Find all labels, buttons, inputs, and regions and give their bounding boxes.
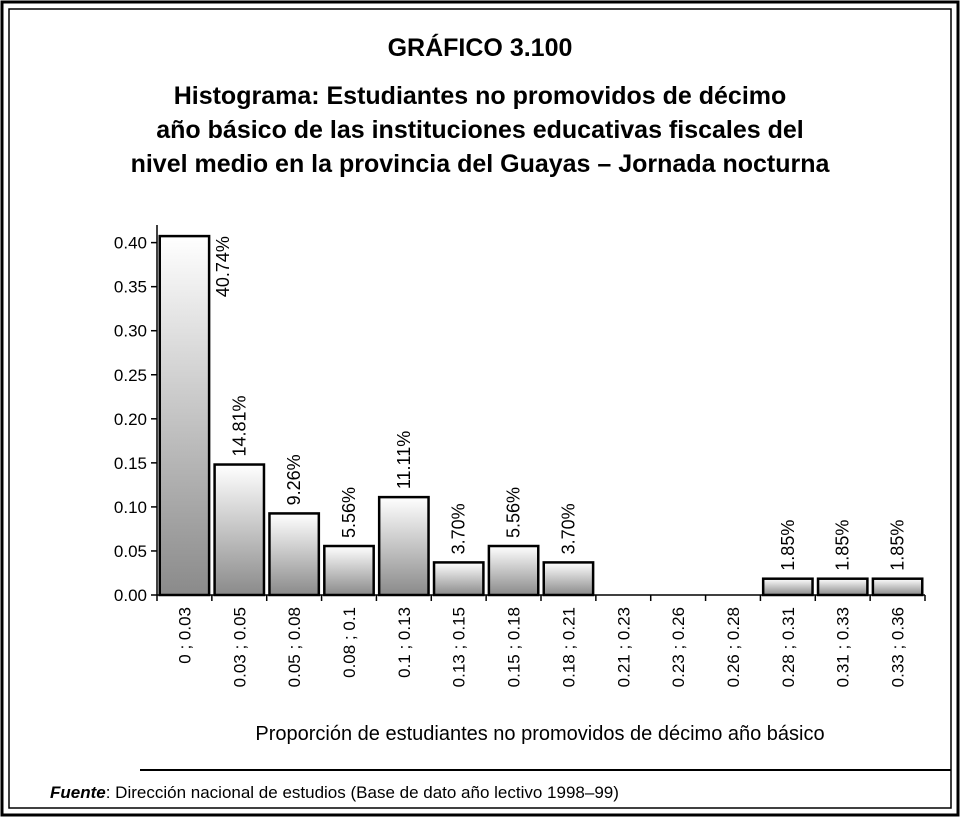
- x-tick-label: 0.08 ; 0.1: [340, 607, 359, 678]
- y-tick-label: 0.30: [114, 322, 147, 341]
- value-label: 5.56%: [339, 487, 359, 538]
- x-tick-label: 0.31 ; 0.33: [834, 607, 853, 687]
- bar: [542, 561, 595, 597]
- x-tick-label: 0.21 ; 0.23: [614, 607, 633, 687]
- x-tick-label: 0.13 ; 0.15: [450, 607, 469, 687]
- bar: [323, 544, 375, 597]
- bar: [871, 577, 924, 597]
- subtitle: nivel medio en la provincia del Guayas –…: [131, 150, 831, 178]
- x-tick-label: 0.23 ; 0.26: [669, 607, 688, 687]
- value-label: 1.85%: [888, 520, 908, 571]
- bar: [816, 577, 869, 597]
- bar: [377, 495, 430, 597]
- x-tick-label: 0.28 ; 0.31: [779, 607, 798, 687]
- source-text: : Dirección nacional de estudios (Base d…: [106, 783, 619, 802]
- y-tick-label: 0.10: [114, 498, 147, 517]
- bar: [268, 512, 321, 597]
- x-tick-label: 0.15 ; 0.18: [505, 607, 524, 687]
- value-label: 11.11%: [394, 431, 414, 489]
- value-label: 40.74%: [213, 236, 233, 297]
- subtitle: año básico de las instituciones educativ…: [156, 116, 803, 144]
- bar: [761, 577, 814, 597]
- y-tick-label: 0.15: [114, 454, 147, 473]
- subtitle: Histograma: Estudiantes no promovidos de…: [174, 82, 787, 110]
- bar: [213, 463, 266, 597]
- bar: [158, 234, 211, 597]
- y-tick-label: 0.20: [114, 410, 147, 429]
- value-label: 5.56%: [504, 487, 524, 538]
- source-label: Fuente: [50, 783, 106, 802]
- value-label: 1.85%: [833, 520, 853, 571]
- value-label: 14.81%: [229, 395, 249, 456]
- x-tick-label: 0.33 ; 0.36: [889, 607, 908, 687]
- x-tick-label: 0.18 ; 0.21: [559, 607, 578, 687]
- value-label: 1.85%: [778, 520, 798, 571]
- y-tick-label: 0.40: [114, 234, 147, 253]
- inner-frame: [8, 8, 952, 809]
- value-label: 3.70%: [449, 503, 469, 554]
- x-tick-label: 0.03 ; 0.05: [230, 607, 249, 687]
- source: Fuente: Dirección nacional de estudios (…: [50, 783, 619, 802]
- bar: [432, 561, 485, 597]
- x-tick-label: 0.26 ; 0.28: [724, 607, 743, 687]
- value-label: 9.26%: [284, 454, 304, 505]
- y-tick-label: 0.05: [114, 542, 147, 561]
- value-label: 3.70%: [558, 503, 578, 554]
- x-axis-label: Proporción de estudiantes no promovidos …: [255, 723, 824, 745]
- y-tick-label: 0.00: [114, 586, 147, 605]
- x-tick-label: 0.1 ; 0.13: [395, 607, 414, 678]
- bar: [487, 544, 540, 597]
- x-tick-label: 0 ; 0.03: [175, 607, 194, 664]
- x-tick-label: 0.05 ; 0.08: [285, 607, 304, 687]
- y-tick-label: 0.25: [114, 366, 147, 385]
- chart-title: GRÁFICO 3.100: [388, 33, 573, 62]
- y-tick-label: 0.35: [114, 278, 147, 297]
